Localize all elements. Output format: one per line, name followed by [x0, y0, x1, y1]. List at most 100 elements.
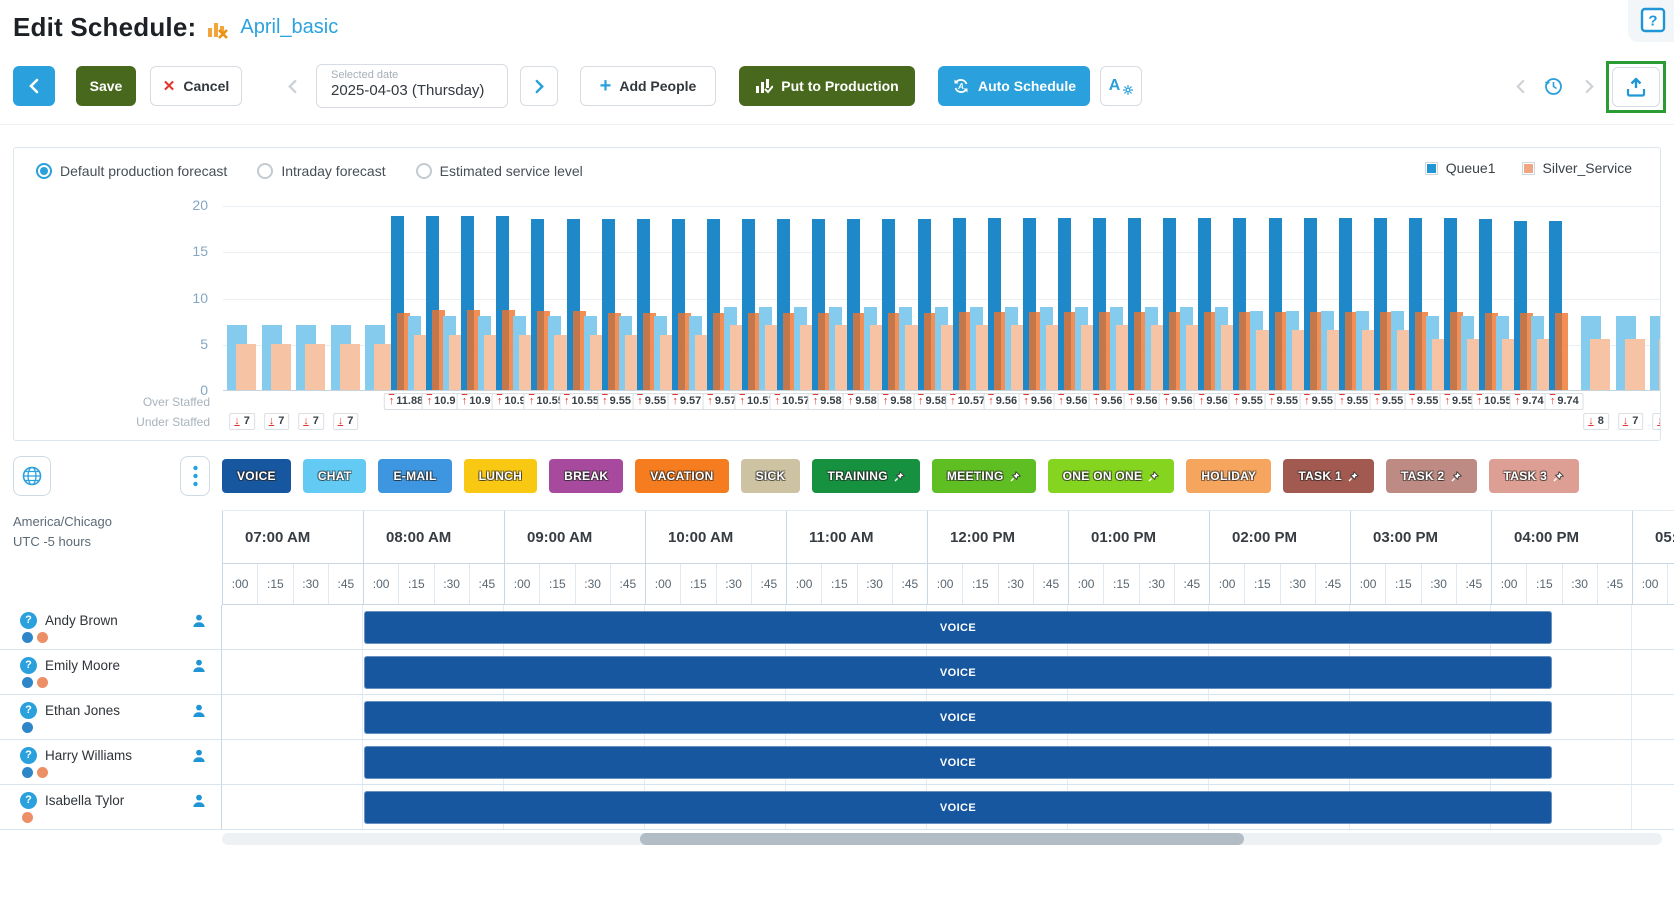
timeline-quarter: :00 — [222, 564, 257, 604]
chart-bar — [1379, 312, 1393, 390]
activity-button-one-on-one[interactable]: ONE ON ONE — [1047, 459, 1175, 493]
activity-button-vacation[interactable]: VACATION — [635, 459, 729, 493]
over-staffed-value: ↑ 11.88 — [383, 393, 429, 410]
activity-label: VOICE — [237, 469, 276, 483]
activity-button-break[interactable]: BREAK — [549, 459, 624, 493]
person-icon[interactable] — [191, 793, 207, 809]
history-icon[interactable] — [1538, 70, 1568, 102]
activity-button-lunch[interactable]: LUNCH — [463, 459, 538, 493]
over-staffed-value: ↑ 9.57 — [702, 393, 742, 410]
over-staffed-value: ↑ 9.58 — [807, 393, 847, 410]
chart-bar — [923, 313, 937, 390]
timeline-hour-02-00-PM: 02:00 PM — [1209, 511, 1350, 563]
arrow-up-icon: ↑ — [1549, 395, 1556, 407]
chart-bar — [519, 334, 533, 390]
chart-bar — [607, 313, 621, 390]
activity-button-training[interactable]: TRAINING — [812, 459, 920, 493]
timezone-globe-button[interactable] — [13, 456, 51, 496]
font-settings-button[interactable]: A — [1100, 66, 1142, 106]
chart-bar — [835, 325, 849, 390]
skill-dot-blue — [22, 632, 33, 643]
over-staffed-value: ↑ 9.55 — [1228, 393, 1268, 410]
activity-button-task-1[interactable]: TASK 1 — [1283, 459, 1374, 493]
over-staffed-value: ↑ 9.55 — [1264, 393, 1303, 410]
arrow-up-icon: ↑ — [672, 395, 678, 407]
activity-button-e-mail[interactable]: E-MAIL — [378, 459, 452, 493]
y-axis-tick: 15 — [192, 243, 208, 260]
arrow-up-icon: ↑ — [950, 395, 956, 407]
schedule-row: ? Andy Brown VOICE — [0, 605, 1674, 650]
timeline-hour-01-00-PM: 01:00 PM — [1068, 511, 1209, 563]
schedule-row: ? Emily Moore VOICE — [0, 650, 1674, 695]
back-button[interactable] — [13, 66, 55, 106]
radio-default-production-forecast[interactable]: Default production forecast — [36, 163, 227, 179]
activity-button-voice[interactable]: VOICE — [222, 459, 291, 493]
shift-bar-voice[interactable]: VOICE — [364, 746, 1552, 779]
save-button[interactable]: Save — [76, 66, 136, 106]
activity-button-chat[interactable]: CHAT — [302, 459, 367, 493]
timeline-quarter: :30 — [715, 564, 751, 604]
arrow-up-icon: ↑ — [1023, 395, 1029, 407]
arrow-up-icon: ↑ — [496, 395, 503, 407]
y-axis-tick: 20 — [192, 197, 208, 213]
activity-button-task-3[interactable]: TASK 3 — [1488, 459, 1580, 493]
under-staffed-value: ↓7 — [263, 413, 290, 430]
chart-bar — [1659, 339, 1660, 390]
person-icon[interactable] — [191, 658, 207, 674]
person-icon[interactable] — [191, 613, 207, 629]
chart-bar — [677, 313, 691, 390]
history-next-button[interactable] — [1574, 70, 1604, 102]
schedule-name[interactable]: April_basic — [240, 16, 339, 38]
shift-bar-voice[interactable]: VOICE — [364, 611, 1552, 644]
radio-label: Default production forecast — [60, 163, 228, 179]
timeline-quarter: :00 — [645, 564, 680, 604]
chevron-left-icon — [287, 79, 298, 94]
chart-bar — [870, 325, 884, 390]
legend-item-queue1[interactable]: Queue1 — [1424, 160, 1496, 176]
kebab-menu-icon — [192, 465, 198, 487]
selected-date-field[interactable]: Selected date 2025-04-03 (Thursday) — [316, 64, 508, 108]
radio-intraday-forecast[interactable]: Intraday forecast — [257, 163, 386, 179]
timeline-hour-07-00-AM: 07:00 AM — [222, 511, 363, 563]
timezone-info: America/Chicago UTC -5 hours — [13, 512, 112, 552]
arrow-up-icon: ↑ — [563, 395, 570, 407]
chart-bar — [554, 334, 568, 390]
radio-estimated-service-level[interactable]: Estimated service level — [415, 163, 583, 179]
cancel-button[interactable]: ✕ Cancel — [150, 66, 242, 106]
chart-bar — [1116, 325, 1129, 390]
cancel-label: Cancel — [183, 78, 230, 94]
auto-schedule-button[interactable]: A Auto Schedule — [938, 66, 1090, 106]
shift-bar-voice[interactable]: VOICE — [364, 656, 1552, 689]
prev-date-button[interactable] — [276, 66, 308, 106]
activity-button-holiday[interactable]: HOLIDAY — [1186, 459, 1272, 493]
over-staffed-values-row: ↑ 11.88 ↑ 10.9 ↑ 10.9 ↑ 10.9 ↑ 10.55 ↑ 10.55 ↑ 9.55 ↑ 9… — [223, 393, 1660, 411]
shift-bar-voice[interactable]: VOICE — [364, 701, 1552, 734]
activity-button-meeting[interactable]: MEETING — [931, 459, 1036, 493]
over-staffed-value: ↑ 9.55 — [597, 393, 637, 410]
chart-bar — [1485, 313, 1499, 390]
schedule-menu-button[interactable] — [180, 456, 210, 496]
chart-bar — [572, 311, 586, 390]
export-schedule-button[interactable] — [1612, 67, 1660, 107]
help-icon[interactable]: ? — [1640, 7, 1666, 33]
legend-item-silver-service[interactable]: Silver_Service — [1521, 160, 1632, 176]
person-icon[interactable] — [191, 748, 207, 764]
scrollbar-thumb[interactable] — [640, 833, 1244, 845]
history-prev-button[interactable] — [1505, 70, 1535, 102]
add-people-button[interactable]: + Add People — [580, 66, 716, 106]
activity-button-task-2[interactable]: TASK 2 — [1385, 459, 1477, 493]
next-date-button[interactable] — [520, 66, 558, 106]
arrow-up-icon: ↑ — [426, 395, 433, 407]
under-staffed-value: ↓7 — [332, 413, 359, 430]
put-to-production-button[interactable]: Put to Production — [739, 66, 915, 106]
chart-baseline — [223, 390, 1660, 391]
activity-button-sick[interactable]: SICK — [740, 459, 801, 493]
chart-bar — [800, 325, 814, 390]
y-axis-tick: 0 — [200, 382, 208, 398]
person-icon[interactable] — [191, 703, 207, 719]
chart-bar — [1502, 339, 1516, 390]
horizontal-scrollbar[interactable] — [222, 833, 1662, 845]
chart-bar — [484, 334, 498, 390]
chart-bar — [1555, 313, 1569, 390]
shift-bar-voice[interactable]: VOICE — [364, 791, 1552, 824]
